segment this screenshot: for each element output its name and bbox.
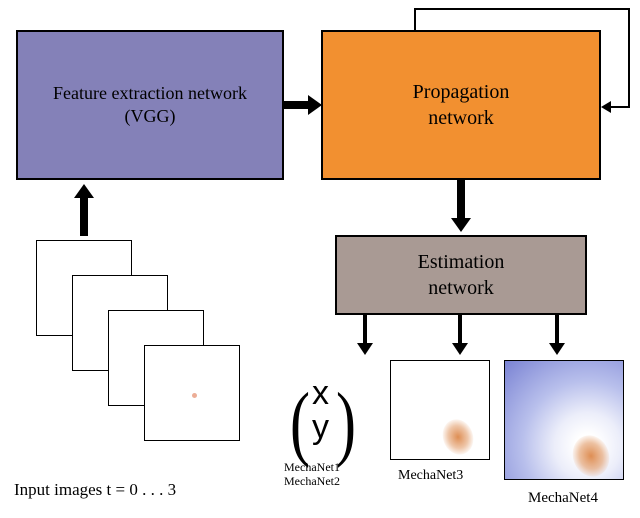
propagation-line2: network: [428, 107, 494, 129]
arrow-est-out1-head: [357, 343, 373, 355]
mechanet3-label: MechaNet3: [398, 468, 463, 484]
arrow-est-out3-shaft: [555, 315, 559, 345]
arrow-est-out3-head: [549, 343, 565, 355]
feature-line2: (VGG): [124, 106, 175, 126]
feature-line1: Feature extraction network: [53, 83, 247, 103]
arrow-prop-to-est-shaft: [457, 180, 465, 220]
mechanet4-label: MechaNet4: [528, 490, 598, 507]
arrow-prop-to-est-head: [451, 218, 471, 232]
xy-x: x: [312, 374, 329, 412]
xy-y: y: [312, 408, 329, 446]
loop-up-seg: [414, 8, 416, 30]
mechanet4-image: [504, 360, 624, 480]
arrow-input-to-feat-head: [74, 184, 94, 198]
arrow-est-out2-shaft: [458, 315, 462, 345]
propagation-box: Propagation network: [321, 30, 601, 180]
loop-arrowhead: [601, 101, 611, 113]
estimation-line2: network: [428, 277, 494, 299]
mechanet12-label: MechaNet1 MechaNet2: [284, 460, 340, 489]
feature-extraction-box: Feature extraction network (VGG): [16, 30, 284, 180]
arrow-feat-to-prop-shaft: [284, 101, 310, 109]
input-frame-3: [144, 345, 240, 441]
arrow-input-to-feat-shaft: [80, 198, 88, 236]
mechanet3-image: [390, 360, 490, 460]
diagram-canvas: Feature extraction network (VGG) Propaga…: [0, 0, 640, 518]
estimation-line1: Estimation: [418, 251, 505, 273]
arrow-feat-to-prop-head: [308, 95, 322, 115]
estimation-box: Estimation network: [335, 235, 587, 315]
loop-top: [414, 8, 630, 10]
loop-right: [628, 8, 630, 108]
xy-output: x y: [312, 376, 329, 444]
arrow-est-out2-head: [452, 343, 468, 355]
arrow-est-out1-shaft: [363, 315, 367, 345]
paren-right: ): [336, 374, 356, 471]
propagation-line1: Propagation: [413, 81, 510, 103]
paren-left: (: [290, 374, 310, 471]
input-caption: Input images t = 0 . . . 3: [14, 480, 176, 500]
